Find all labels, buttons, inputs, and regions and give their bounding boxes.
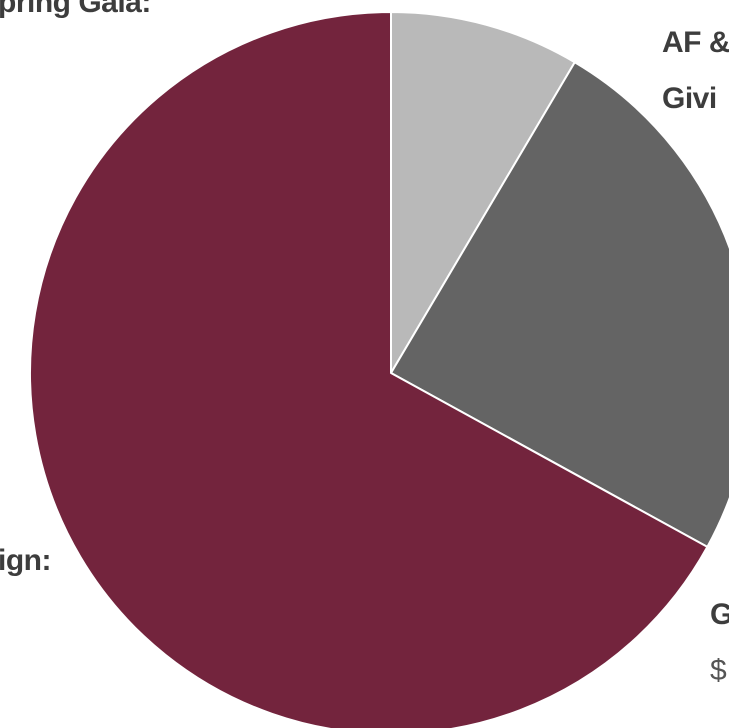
label-g-line2: $ <box>710 654 727 687</box>
slice-af-giving <box>390 61 729 548</box>
slice-spring-gala <box>390 11 576 374</box>
label-af-giving-line2: Givi <box>662 82 717 115</box>
label-af-giving-line1: AF & <box>662 26 729 59</box>
label-g-line1: G <box>710 598 729 631</box>
slice-campaign <box>29 11 709 728</box>
label-spring-gala: pring Gala: <box>0 0 151 19</box>
label-campaign: ign: <box>0 544 51 577</box>
